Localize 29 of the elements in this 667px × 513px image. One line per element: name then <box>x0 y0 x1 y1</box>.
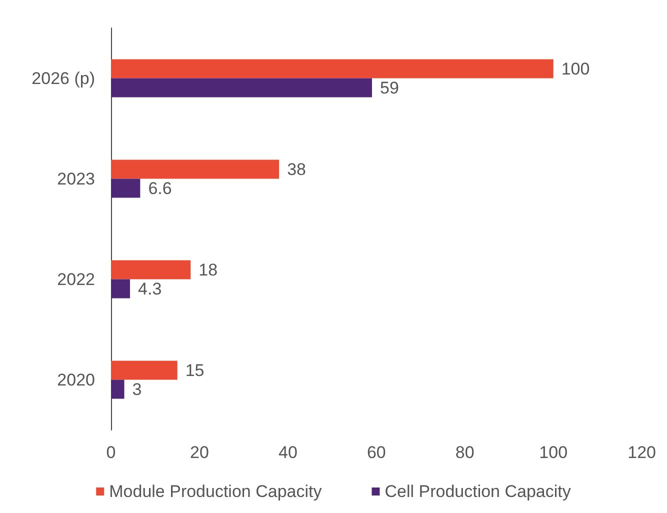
x-tick-label: 0 <box>106 443 116 462</box>
y-tick-label: 2020 <box>57 370 95 390</box>
bar <box>111 260 191 280</box>
data-label: 3 <box>132 380 142 399</box>
legend-label: Cell Production Capacity <box>384 482 572 501</box>
y-tick-label: 2026 (p) <box>32 68 95 88</box>
bar <box>111 380 124 399</box>
bar <box>111 279 130 298</box>
data-label: 15 <box>185 360 204 380</box>
bar <box>111 160 280 179</box>
y-tick-label: 2022 <box>57 270 95 289</box>
data-label: 6.6 <box>148 178 172 198</box>
data-label: 4.3 <box>138 279 162 298</box>
x-tick-label: 120 <box>628 443 656 462</box>
bar <box>111 59 554 78</box>
x-tick-label: 80 <box>455 443 474 462</box>
y-tick-label: 2023 <box>57 169 95 188</box>
bar <box>111 78 372 98</box>
legend-label: Module Production Capacity <box>109 482 322 501</box>
data-label: 100 <box>561 59 590 78</box>
data-label: 38 <box>287 160 306 179</box>
x-tick-label: 40 <box>278 443 298 462</box>
data-label: 18 <box>198 260 218 280</box>
data-label: 59 <box>380 78 399 98</box>
bar <box>111 178 140 198</box>
bar <box>111 360 178 380</box>
x-tick-label: 20 <box>190 443 209 462</box>
x-tick-label: 100 <box>539 443 568 462</box>
x-tick-label: 60 <box>366 443 386 462</box>
